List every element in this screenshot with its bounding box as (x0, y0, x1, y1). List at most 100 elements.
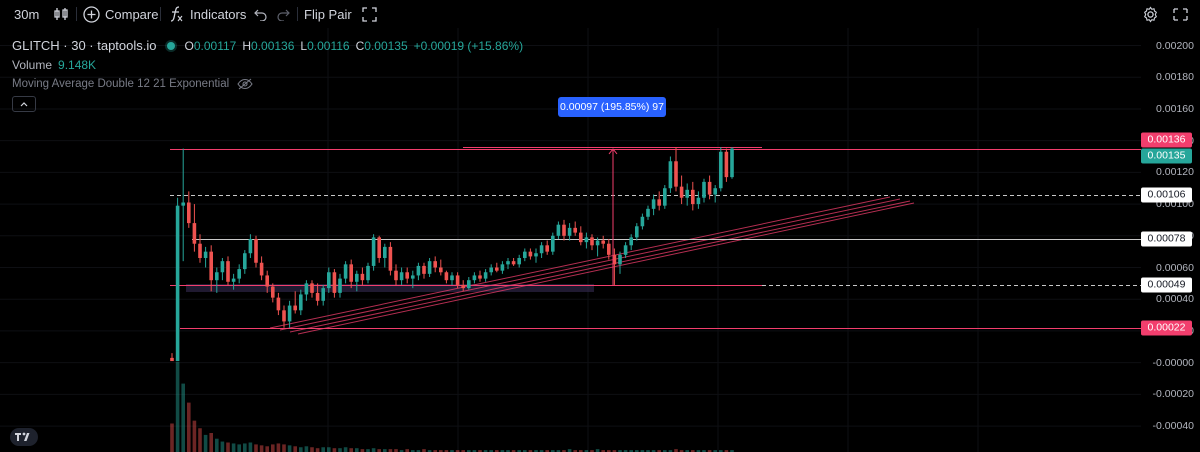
volume-bar (500, 450, 505, 452)
undo-icon[interactable] (254, 0, 268, 28)
candle-body (467, 280, 471, 289)
candle-body (181, 202, 185, 206)
channel-line (297, 202, 915, 335)
volume-bar (640, 450, 645, 452)
symbol-title[interactable]: GLITCH · 30 · taptools.io (12, 38, 157, 53)
volume-bar (327, 447, 331, 452)
candle-body (355, 273, 359, 282)
volume-bar (355, 448, 359, 452)
volume-bar (623, 450, 628, 452)
measure-arrow-head (608, 148, 618, 155)
plus-circle-icon (83, 5, 100, 23)
volume-bar (685, 450, 689, 452)
volume-bar (545, 450, 549, 452)
volume-bar (254, 444, 258, 452)
candle-body (455, 275, 460, 285)
y-tick-label: 0.00040 (1156, 293, 1194, 306)
candle-body (399, 272, 404, 281)
settings-gear-icon[interactable] (1142, 0, 1159, 28)
volume-bar (691, 450, 695, 452)
candle-body (343, 264, 348, 279)
volume-bar (618, 450, 622, 452)
volume-bar (450, 450, 454, 452)
candle-body (411, 275, 415, 279)
candle-body (623, 245, 628, 255)
volume-bar (371, 448, 376, 452)
volume-bar (360, 449, 365, 452)
volume-bar (696, 450, 701, 452)
volume-bar (483, 450, 488, 452)
indicators-label: Indicators (190, 6, 247, 22)
chart-legend: GLITCH · 30 · taptools.io O 0.00117 H 0.00… (12, 36, 523, 93)
candle-body (635, 226, 639, 238)
flip-pair-label: Flip Pair (304, 6, 352, 22)
high-value: 0.00136 (251, 38, 295, 53)
volume-bar (584, 450, 589, 452)
candle-body (679, 186, 684, 198)
volume-bar (663, 450, 667, 452)
candle-body (506, 261, 510, 265)
collapse-legend-button[interactable] (12, 96, 36, 112)
candle-body (209, 251, 213, 281)
candle-body (562, 224, 566, 236)
candle-body (315, 292, 320, 301)
volume-bar (282, 444, 286, 452)
close-value: 0.00135 (364, 38, 408, 53)
candle-body (702, 181, 706, 198)
candle-body (254, 238, 258, 263)
candle-body (601, 240, 605, 244)
candle-body (383, 246, 387, 258)
volume-bar (724, 450, 729, 452)
candle-body (668, 161, 673, 189)
compare-button[interactable]: Compare (83, 0, 158, 28)
candle-body (215, 272, 219, 281)
candle-body (371, 237, 376, 266)
candle-body (584, 237, 589, 243)
volume-bar (444, 450, 449, 452)
candle-body (556, 224, 561, 236)
candle-body (265, 275, 269, 287)
volume-bar (674, 449, 678, 452)
volume-bar (668, 450, 673, 452)
volume-label[interactable]: Volume (12, 57, 53, 72)
moving-average-label[interactable]: Moving Average Double 12 21 Exponential (12, 77, 230, 90)
candle-body (651, 199, 656, 209)
candle-body (338, 278, 342, 293)
volume-bar (405, 449, 409, 452)
flip-pair-button[interactable]: Flip Pair (304, 0, 352, 28)
volume-bar (388, 449, 393, 452)
volume-bar (394, 449, 398, 452)
open-key: O (184, 38, 194, 53)
candle-body (394, 270, 398, 281)
candle-body (220, 261, 225, 273)
y-tick-label: 0.00060 (1156, 261, 1194, 274)
interval-button[interactable]: 30m (14, 0, 39, 28)
candle-body (674, 161, 678, 187)
volume-bar (175, 361, 180, 452)
volume-bar (265, 446, 269, 452)
volume-bar (646, 450, 650, 452)
eye-hidden-icon[interactable] (237, 78, 253, 90)
volume-bar (601, 450, 605, 452)
indicators-button[interactable]: Indicators (168, 0, 246, 28)
candle-body (248, 238, 253, 254)
volume-bar (315, 448, 320, 452)
candles-style-icon[interactable] (53, 0, 69, 28)
volume-bar (416, 450, 421, 452)
volume-bar (243, 443, 247, 452)
candle-body (231, 278, 236, 282)
volume-bar (231, 443, 236, 452)
volume-bars (170, 361, 734, 452)
candle-body (433, 261, 437, 268)
volume-bar (495, 450, 499, 452)
volume-bar (187, 402, 191, 452)
measure-tool (608, 148, 618, 285)
candle-body (640, 216, 645, 227)
redo-icon[interactable] (276, 0, 290, 28)
snapshot-icon[interactable] (1172, 0, 1189, 28)
volume-bar (237, 444, 241, 452)
y-tick-label: -0.00020 (1152, 388, 1194, 401)
fullscreen-icon[interactable] (362, 0, 377, 28)
volume-bar (287, 445, 292, 452)
